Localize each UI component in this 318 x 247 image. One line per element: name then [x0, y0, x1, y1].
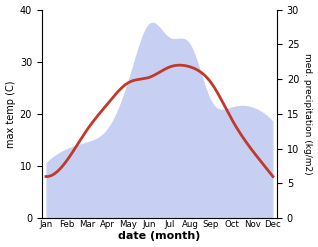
Y-axis label: max temp (C): max temp (C)	[5, 80, 16, 148]
X-axis label: date (month): date (month)	[118, 231, 201, 242]
Y-axis label: med. precipitation (kg/m2): med. precipitation (kg/m2)	[303, 53, 313, 175]
